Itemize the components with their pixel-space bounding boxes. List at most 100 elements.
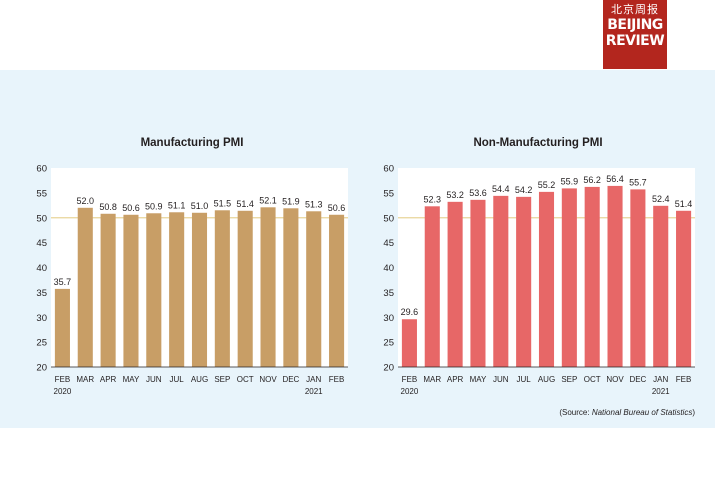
manufacturing-value-label: 51.4 (236, 199, 254, 209)
non-manufacturing-y-tick-label: 40 (383, 263, 394, 274)
non-manufacturing-year-label: 2020 (401, 387, 419, 396)
manufacturing-chart-title: Manufacturing PMI (141, 137, 244, 149)
manufacturing-value-label: 52.1 (259, 195, 277, 205)
manufacturing-category-label: APR (100, 375, 117, 384)
non-manufacturing-bar (538, 191, 555, 367)
manufacturing-value-label: 51.5 (214, 198, 232, 208)
manufacturing-y-tick-label: 55 (36, 188, 47, 199)
source-suffix: ) (692, 408, 695, 417)
non-manufacturing-bar (493, 195, 509, 367)
non-manufacturing-y-tick-label: 20 (383, 363, 394, 374)
manufacturing-category-label: FEB (329, 375, 345, 384)
non-manufacturing-category-label: MAR (423, 375, 441, 384)
logo-line-2: REVIEW (605, 33, 665, 49)
non-manufacturing-value-label: 29.6 (401, 307, 419, 317)
non-manufacturing-y-tick-label: 30 (383, 313, 394, 324)
manufacturing-value-label: 52.0 (77, 196, 95, 206)
non-manufacturing-y-tick-label: 45 (383, 238, 394, 249)
manufacturing-y-tick-label: 35 (36, 288, 47, 299)
non-manufacturing-chart-title: Non-Manufacturing PMI (473, 137, 602, 149)
manufacturing-category-label: MAR (76, 375, 94, 384)
source-name: National Bureau of Statistics (591, 408, 693, 417)
manufacturing-category-label: JAN (306, 375, 321, 384)
manufacturing-value-label: 50.6 (328, 203, 346, 213)
non-manufacturing-y-tick-label: 35 (383, 288, 394, 299)
manufacturing-category-label: OCT (237, 375, 254, 384)
non-manufacturing-value-label: 55.9 (561, 176, 579, 186)
non-manufacturing-category-label: FEB (402, 375, 418, 384)
manufacturing-bar (169, 212, 185, 367)
non-manufacturing-value-label: 54.2 (515, 185, 533, 195)
manufacturing-category-label: FEB (55, 375, 71, 384)
non-manufacturing-y-tick-label: 25 (383, 338, 394, 349)
manufacturing-value-label: 51.9 (282, 196, 300, 206)
non-manufacturing-bar (607, 185, 623, 367)
manufacturing-value-label: 50.9 (145, 201, 163, 211)
manufacturing-y-tick-label: 20 (36, 363, 47, 374)
beijing-review-logo: 北京周报 BEIJING REVIEW (603, 0, 667, 69)
manufacturing-bar (283, 208, 299, 367)
manufacturing-value-label: 51.1 (168, 200, 186, 210)
manufacturing-value-label: 51.0 (191, 201, 209, 211)
manufacturing-category-label: NOV (259, 375, 277, 384)
manufacturing-category-label: DEC (282, 375, 299, 384)
manufacturing-category-label: JUL (170, 375, 185, 384)
non-manufacturing-category-label: DEC (629, 375, 646, 384)
non-manufacturing-bar (447, 201, 463, 367)
source-prefix: (Source: (559, 408, 592, 417)
manufacturing-bar (77, 207, 93, 367)
non-manufacturing-category-label: JUL (517, 375, 532, 384)
manufacturing-bar (100, 213, 116, 367)
non-manufacturing-value-label: 55.2 (538, 180, 556, 190)
manufacturing-y-tick-label: 40 (36, 263, 47, 274)
manufacturing-category-label: SEP (214, 375, 230, 384)
manufacturing-bar (237, 210, 253, 367)
non-manufacturing-category-label: OCT (584, 375, 601, 384)
non-manufacturing-y-tick-label: 60 (383, 164, 394, 175)
non-manufacturing-value-label: 54.4 (492, 184, 510, 194)
non-manufacturing-value-label: 56.2 (583, 175, 601, 185)
non-manufacturing-category-label: JUN (493, 375, 509, 384)
non-manufacturing-value-label: 53.6 (469, 188, 487, 198)
source-note: (Source: National Bureau of Statistics) (559, 408, 695, 417)
non-manufacturing-value-label: 52.3 (424, 194, 442, 204)
manufacturing-value-label: 51.3 (305, 199, 323, 209)
manufacturing-y-tick-label: 60 (36, 164, 47, 175)
manufacturing-year-label: 2021 (305, 387, 323, 396)
manufacturing-bar (123, 214, 139, 367)
non-manufacturing-year-label: 2021 (652, 387, 670, 396)
non-manufacturing-value-label: 55.7 (629, 177, 647, 187)
non-manufacturing-value-label: 51.4 (675, 199, 693, 209)
manufacturing-year-label: 2020 (54, 387, 72, 396)
manufacturing-bar (260, 207, 276, 367)
manufacturing-value-label: 50.6 (122, 203, 140, 213)
non-manufacturing-bar (676, 210, 692, 367)
non-manufacturing-y-tick-label: 50 (383, 213, 394, 224)
non-manufacturing-bar (653, 205, 669, 367)
manufacturing-category-label: JUN (146, 375, 162, 384)
manufacturing-value-label: 35.7 (54, 277, 72, 287)
non-manufacturing-bar (401, 319, 417, 367)
manufacturing-bar (146, 213, 162, 367)
manufacturing-category-label: AUG (191, 375, 208, 384)
non-manufacturing-bar (424, 206, 440, 367)
non-manufacturing-category-label: APR (447, 375, 464, 384)
non-manufacturing-category-label: SEP (561, 375, 577, 384)
manufacturing-bar (306, 211, 322, 367)
manufacturing-bar (214, 210, 230, 367)
non-manufacturing-bar (561, 188, 577, 367)
manufacturing-y-tick-label: 25 (36, 338, 47, 349)
logo-chinese-text: 北京周报 (611, 3, 659, 16)
non-manufacturing-category-label: JAN (653, 375, 668, 384)
non-manufacturing-category-label: MAY (470, 375, 487, 384)
manufacturing-y-tick-label: 50 (36, 213, 47, 224)
manufacturing-bar (54, 288, 70, 367)
manufacturing-category-label: MAY (123, 375, 140, 384)
non-manufacturing-bar (630, 189, 646, 367)
manufacturing-y-tick-label: 45 (36, 238, 47, 249)
non-manufacturing-bar (516, 196, 532, 367)
non-manufacturing-value-label: 53.2 (446, 190, 464, 200)
manufacturing-y-tick-label: 30 (36, 313, 47, 324)
non-manufacturing-category-label: FEB (676, 375, 692, 384)
